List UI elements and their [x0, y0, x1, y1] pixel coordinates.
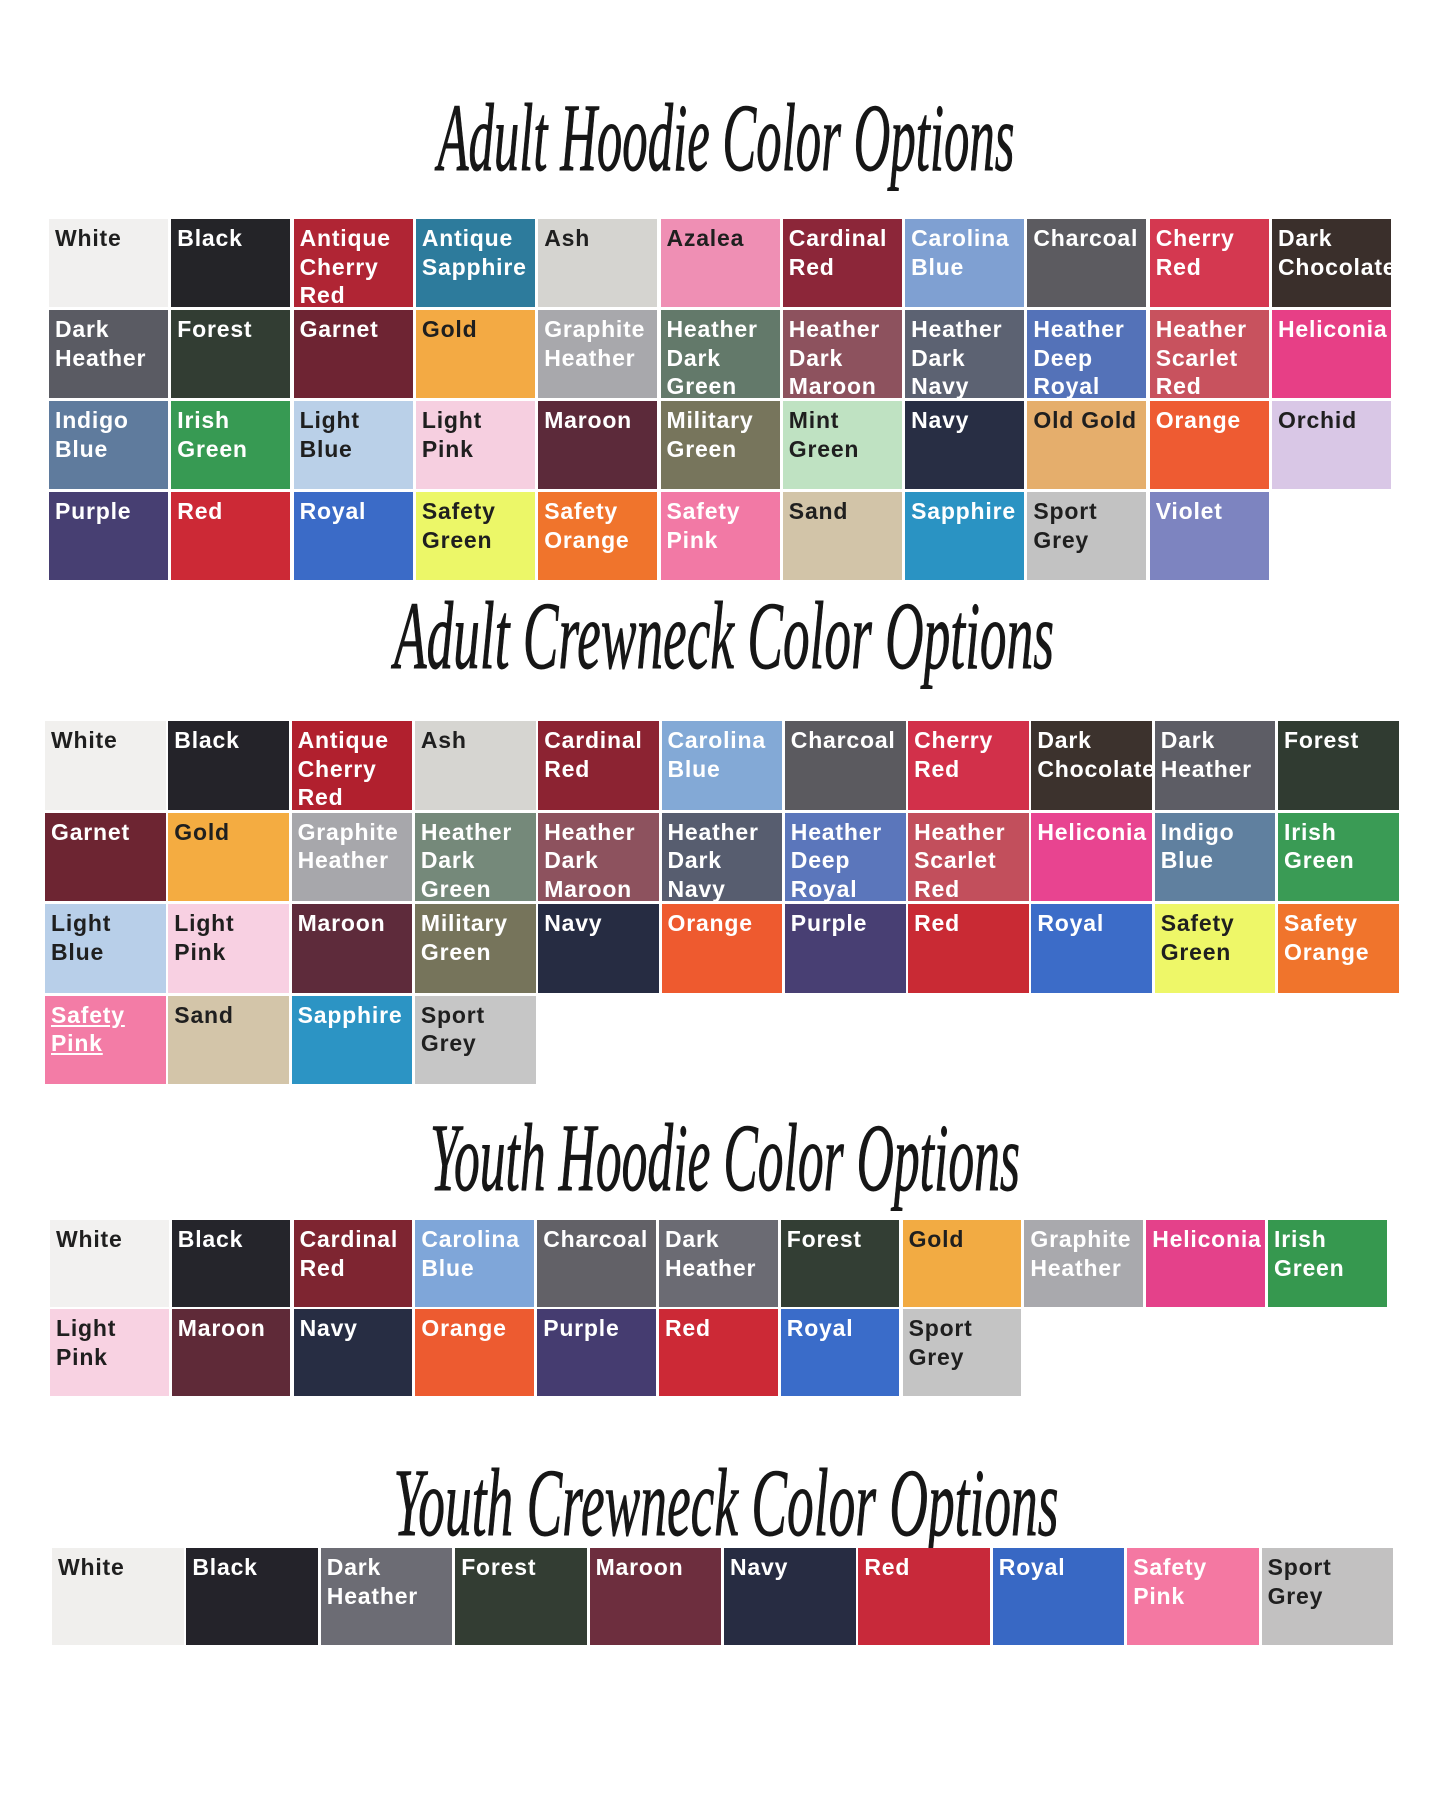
svg-text:Youth Hoodie Color Options: Youth Hoodie Color Options [430, 1104, 1020, 1211]
svg-text:Adult Hoodie Color Options: Adult Hoodie Color Options [434, 84, 1014, 191]
svg-text:Youth Crewneck Color Options: Youth Crewneck Color Options [394, 1449, 1059, 1556]
svg-text:Adult Crewneck Color Options: Adult Crewneck Color Options [391, 582, 1054, 689]
